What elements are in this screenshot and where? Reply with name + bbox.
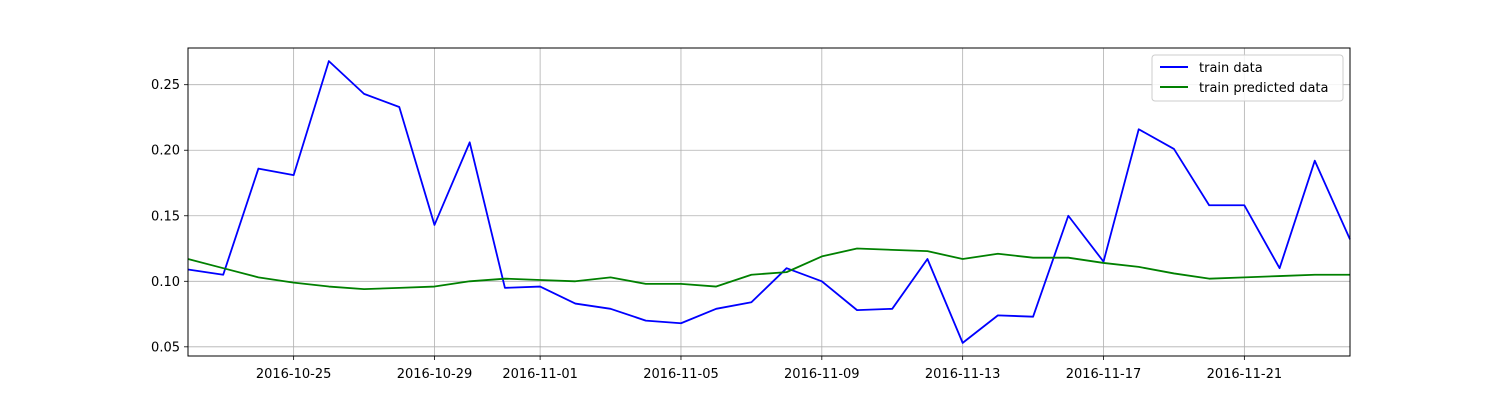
x-tick-label: 2016-11-13 — [925, 367, 1001, 382]
x-tick-label: 2016-11-05 — [643, 367, 719, 382]
x-tick-label: 2016-11-01 — [502, 367, 578, 382]
series-group — [187, 60, 1351, 344]
y-tick-label: 0.20 — [151, 144, 180, 159]
plot-frame — [187, 47, 1351, 357]
x-tick-label: 2016-11-17 — [1066, 367, 1142, 382]
x-tick-label: 2016-10-29 — [397, 367, 473, 382]
axis-ticks: 2016-10-25 2016-10-29 2016-11-01 2016-11-05… — [151, 78, 1282, 382]
series-line-train-predicted-data — [187, 247, 1350, 291]
legend-label-train-predicted-data: train predicted data — [1199, 81, 1328, 96]
x-tick-label: 2016-11-09 — [784, 367, 860, 382]
y-tick-label: 0.25 — [151, 78, 180, 93]
y-tick-label: 0.10 — [151, 275, 180, 290]
series-line-train-data — [187, 60, 1351, 344]
y-tick-label: 0.05 — [151, 340, 180, 355]
x-tick-label: 2016-10-25 — [256, 367, 332, 382]
legend-label-train-data: train data — [1199, 61, 1263, 76]
legend-box — [1151, 54, 1344, 102]
y-tick-label: 0.15 — [151, 209, 180, 224]
legend: train data train predicted data — [1151, 54, 1344, 102]
x-tick-label: 2016-11-21 — [1207, 367, 1283, 382]
